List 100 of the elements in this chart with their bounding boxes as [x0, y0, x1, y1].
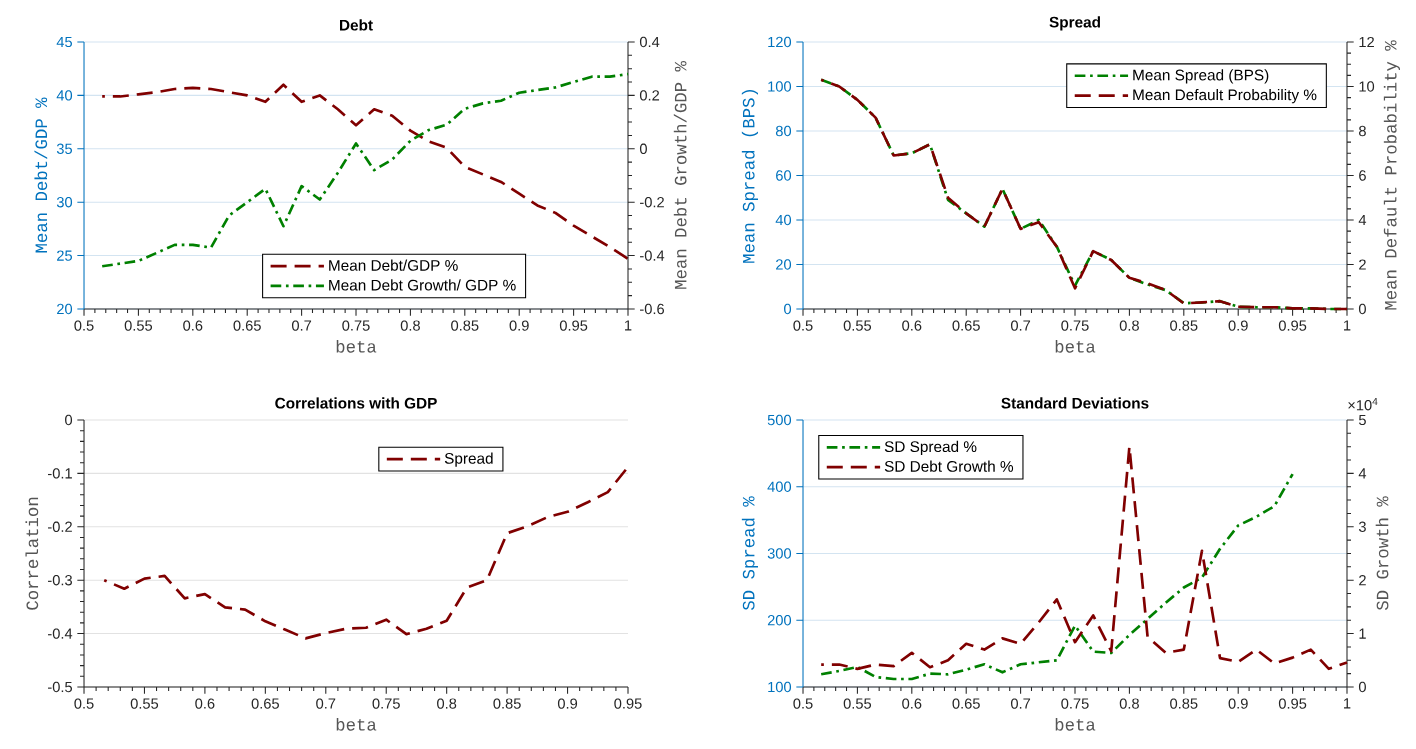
- chart-title: Debt: [340, 19, 373, 31]
- x-tick-label: 1: [1344, 698, 1351, 709]
- x-tick-label: 0.7: [1010, 320, 1031, 331]
- y-tick-label: 100: [768, 81, 792, 92]
- y2-tick-label: -0.4: [640, 250, 665, 261]
- y2-tick-label: -0.2: [640, 197, 664, 208]
- y2-tick-label: 0: [639, 143, 647, 154]
- x-tick-label: 0.65: [233, 320, 261, 331]
- y-tick-label: 30: [56, 197, 73, 208]
- x-tick-label: 0.9: [509, 320, 529, 331]
- x-tick-label: 0.8: [400, 320, 420, 331]
- x-tick-label: 0.65: [952, 698, 980, 709]
- y-tick-label: -0.1: [48, 468, 72, 479]
- x-tick-label: 0.8: [1119, 320, 1139, 331]
- x-tick-label: 0.75: [1061, 698, 1089, 709]
- y2-axis-title: SD Growth %: [1375, 496, 1389, 611]
- y2-tick-label: 4: [1358, 468, 1367, 479]
- x-tick-label: 1: [1344, 320, 1351, 331]
- y2-tick-label: -0.6: [640, 303, 665, 315]
- x-tick-label: 0.5: [74, 320, 94, 331]
- y2-tick-label: 0.4: [639, 36, 660, 48]
- x-tick-label: 0.85: [1170, 320, 1198, 331]
- x-tick-label: 0.95: [614, 698, 642, 709]
- legend-label: Mean Spread (BPS): [1133, 69, 1269, 84]
- x-tick-label: 0.8: [437, 698, 457, 709]
- x-tick-label: 0.6: [195, 698, 215, 709]
- y-tick-label: 45: [56, 36, 73, 48]
- y2-axis-title: Mean Default Probability %: [1383, 40, 1401, 310]
- x-tick-label: 1: [625, 320, 632, 331]
- x-axis-title: beta: [1055, 717, 1096, 731]
- x-tick-label: 0.65: [251, 698, 279, 709]
- x-tick-label: 0.85: [1170, 698, 1198, 709]
- x-tick-label: 0.85: [493, 698, 521, 709]
- y-tick-label: -0.4: [48, 628, 73, 639]
- chart-title: Standard Deviations: [1001, 397, 1149, 409]
- y-axis-title: Mean Spread (BPS): [741, 90, 759, 263]
- x-tick-label: 0.9: [1228, 698, 1248, 709]
- x-axis-title: beta: [1055, 339, 1096, 353]
- x-tick-label: 0.95: [1278, 320, 1307, 331]
- y-tick-label: 100: [768, 681, 792, 693]
- y-tick-label: 400: [767, 481, 792, 492]
- y-tick-label: -0.3: [48, 575, 72, 586]
- legend-label: SD Debt Growth %: [884, 460, 1014, 472]
- legend-label: Spread: [444, 452, 493, 467]
- x-tick-label: 0.75: [1061, 320, 1089, 331]
- y-tick-label: 0: [784, 303, 792, 315]
- x-tick-label: 0.9: [557, 698, 578, 709]
- y2-tick-label: 0: [1358, 303, 1366, 315]
- x-tick-label: 0.6: [902, 698, 922, 709]
- y2-tick-label: 12: [1359, 36, 1374, 48]
- y2-tick-label: 3: [1358, 521, 1366, 532]
- y-tick-label: 80: [775, 125, 792, 137]
- x-tick-label: 0.95: [1278, 698, 1307, 709]
- x-tick-label: 0.5: [793, 320, 813, 331]
- x-tick-label: 0.7: [291, 320, 312, 331]
- y2-tick-label: 4: [1358, 214, 1367, 226]
- x-tick-label: 0.85: [451, 320, 479, 331]
- y-tick-label: 200: [767, 615, 792, 626]
- y2-tick-label: 8: [1359, 125, 1366, 137]
- y-tick-label: 20: [57, 303, 73, 315]
- x-tick-label: 0.5: [74, 698, 94, 709]
- y-tick-label: 40: [775, 214, 792, 226]
- y-tick-label: 35: [56, 143, 73, 154]
- chart-title: Spread: [1049, 16, 1100, 31]
- y-tick-label: 120: [768, 36, 792, 48]
- legend-label: Mean Debt/GDP %: [329, 259, 458, 271]
- x-tick-label: 0.6: [902, 320, 922, 331]
- x-axis-title: beta: [336, 339, 377, 353]
- x-tick-label: 0.75: [342, 320, 370, 331]
- y2-tick-label: 2: [1359, 259, 1366, 270]
- y2-tick-label: 2: [1359, 575, 1366, 586]
- y-axis-title: SD Spread %: [741, 496, 759, 611]
- y-tick-label: -0.2: [48, 521, 72, 532]
- x-tick-label: 0.9: [1228, 320, 1248, 331]
- y2-tick-label: 0: [1358, 681, 1366, 693]
- y-axis-title: Correlation: [25, 497, 39, 610]
- text: ×10$^{4}$: [1348, 397, 1378, 411]
- x-tick-label: 0.7: [316, 698, 336, 709]
- y-axis-title: Mean Debt/GDP %: [34, 97, 48, 253]
- x-axis-title: beta: [336, 717, 377, 731]
- legend-label: Mean Debt Growth/ GDP %: [329, 279, 516, 291]
- y-tick-label: 60: [776, 170, 792, 181]
- y-tick-label: 0: [65, 414, 73, 426]
- y2-tick-label: 6: [1359, 170, 1366, 181]
- x-tick-label: 0.75: [372, 698, 400, 709]
- y2-axis-title: Mean Debt Growth/GDP %: [673, 61, 687, 289]
- x-tick-label: 0.6: [183, 320, 203, 331]
- y2-tick-label: 0.2: [639, 90, 660, 101]
- x-tick-label: 0.95: [559, 320, 588, 331]
- y-tick-label: -0.5: [48, 681, 73, 693]
- x-tick-label: 0.55: [843, 320, 872, 331]
- y-tick-label: 300: [767, 548, 792, 559]
- y-tick-label: 500: [767, 414, 792, 426]
- y2-tick-label: 5: [1358, 414, 1366, 426]
- x-tick-label: 0.55: [124, 320, 153, 331]
- x-tick-label: 0.55: [843, 698, 872, 709]
- x-tick-label: 0.55: [130, 698, 159, 709]
- x-tick-label: 0.65: [952, 320, 980, 331]
- y-tick-label: 25: [57, 250, 73, 261]
- legend-label: Mean Default Probability %: [1133, 89, 1317, 104]
